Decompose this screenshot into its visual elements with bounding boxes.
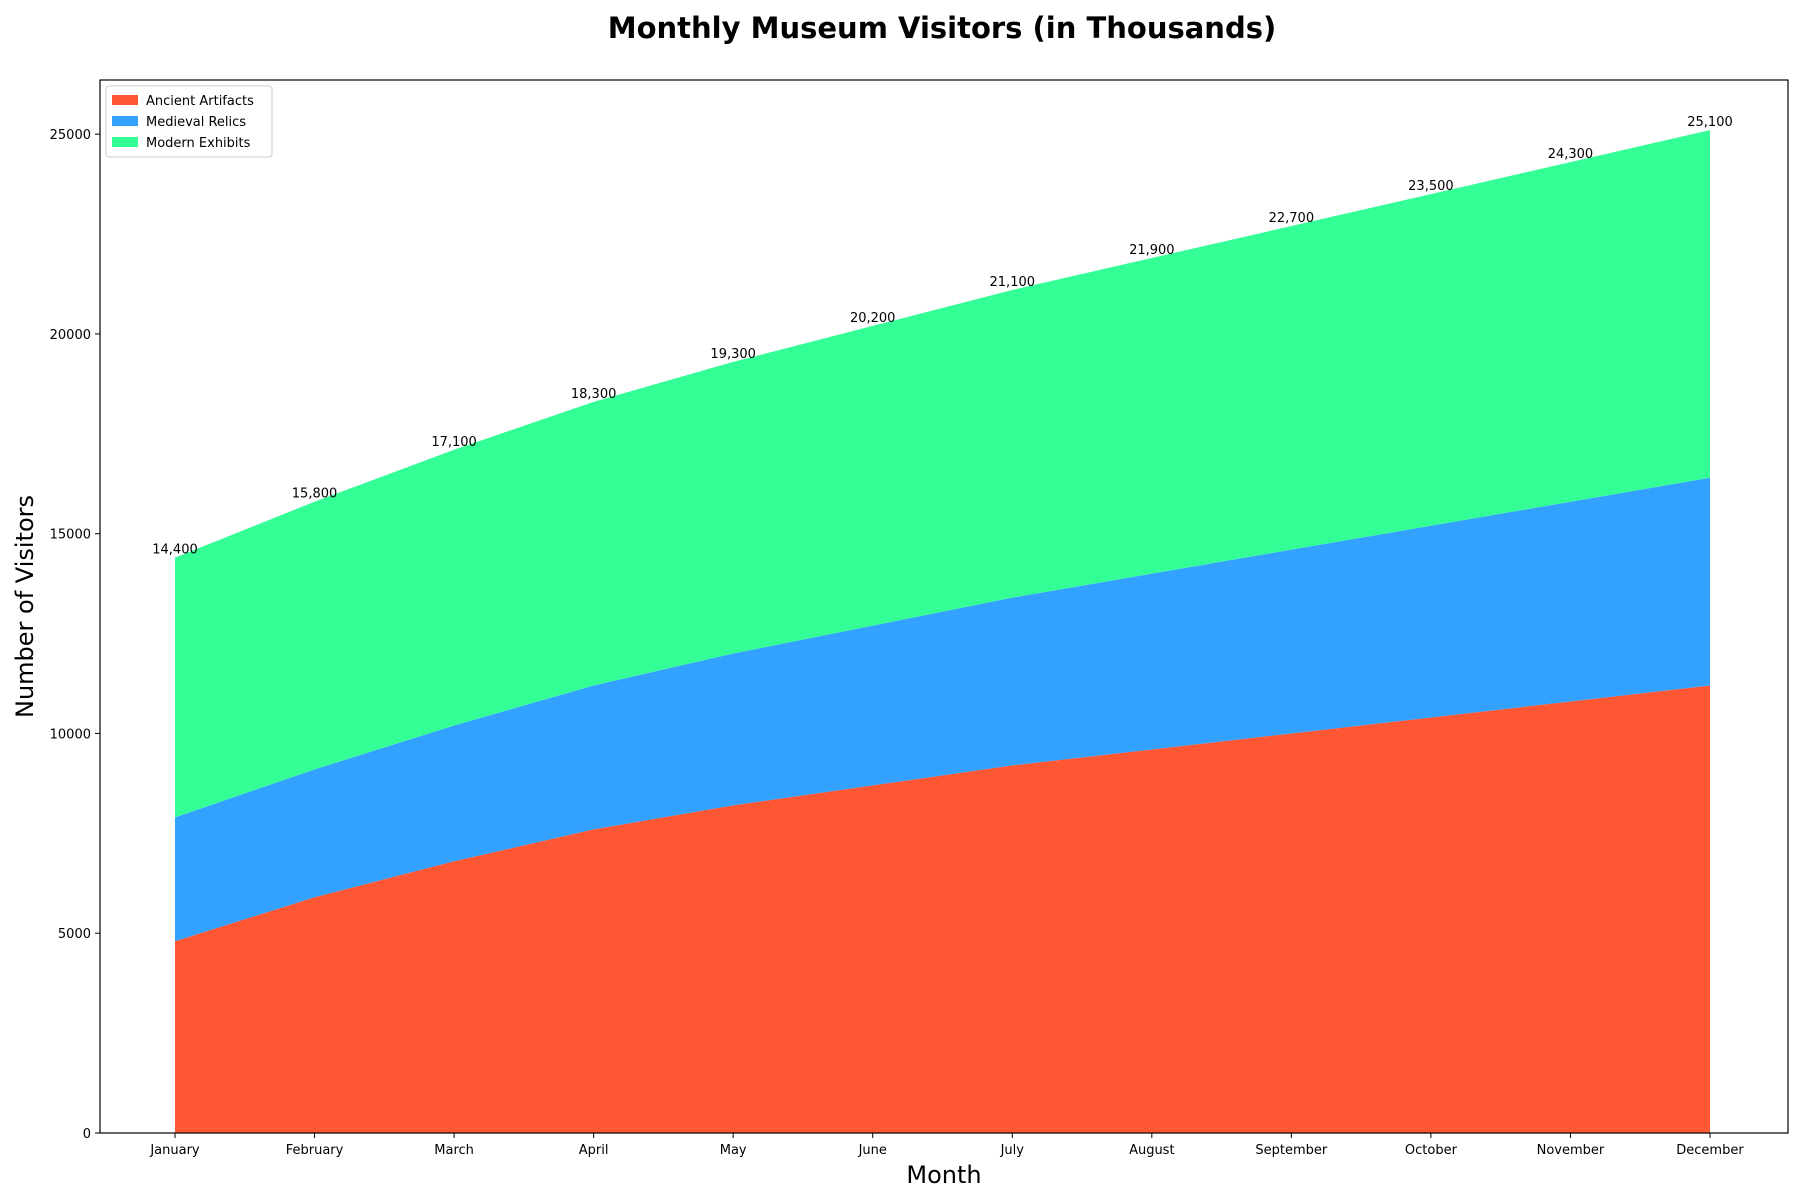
area-series-group bbox=[175, 130, 1710, 1133]
legend-label-modern-exhibits: Modern Exhibits bbox=[146, 136, 251, 151]
total-label: 22,700 bbox=[1269, 211, 1315, 226]
x-tick-label: June bbox=[858, 1143, 887, 1158]
x-tick-label: April bbox=[579, 1143, 609, 1158]
area-modern-exhibits bbox=[175, 130, 1710, 818]
x-tick-label: January bbox=[149, 1143, 200, 1158]
x-axis-title: Month bbox=[906, 1161, 981, 1189]
chart-title: Monthly Museum Visitors (in Thousands) bbox=[608, 11, 1276, 45]
y-tick-label: 10000 bbox=[50, 727, 91, 742]
legend: Ancient Artifacts Medieval Relics Modern E… bbox=[105, 85, 273, 158]
total-label: 17,100 bbox=[431, 435, 477, 450]
x-tick-label: September bbox=[1255, 1143, 1328, 1158]
x-tick-label: March bbox=[434, 1143, 474, 1158]
legend-label-ancient-artifacts: Ancient Artifacts bbox=[146, 94, 254, 109]
legend-box bbox=[105, 85, 273, 158]
total-label: 24,300 bbox=[1548, 147, 1594, 162]
y-tick-label: 25000 bbox=[50, 128, 91, 143]
total-label: 15,800 bbox=[292, 487, 338, 502]
total-label: 21,100 bbox=[990, 275, 1036, 290]
total-label: 21,900 bbox=[1129, 243, 1175, 258]
y-tick-label: 0 bbox=[83, 1127, 91, 1142]
legend-swatch-medieval-relics bbox=[112, 116, 138, 126]
x-tick-label: December bbox=[1676, 1143, 1744, 1158]
legend-label-medieval-relics: Medieval Relics bbox=[146, 115, 246, 130]
x-tick-label: October bbox=[1405, 1143, 1458, 1158]
x-tick-label: August bbox=[1129, 1143, 1175, 1158]
x-tick-label: February bbox=[286, 1143, 344, 1158]
y-tick-label: 15000 bbox=[50, 528, 91, 543]
total-labels: 14,400 15,800 17,100 18,300 19,300 20,200 21,1… bbox=[152, 115, 1733, 558]
legend-swatch-modern-exhibits bbox=[112, 137, 138, 147]
area-ancient-artifacts bbox=[175, 685, 1710, 1133]
area-medieval-relics bbox=[175, 477, 1710, 942]
x-tick-label: July bbox=[1000, 1143, 1025, 1158]
total-label: 18,300 bbox=[571, 387, 617, 402]
x-tick-label: May bbox=[720, 1143, 747, 1158]
axis-ticks: January February March April May June July Augu… bbox=[50, 128, 1745, 1158]
y-tick-label: 20000 bbox=[50, 328, 91, 343]
x-tick-label: November bbox=[1537, 1143, 1605, 1158]
total-label: 23,500 bbox=[1408, 179, 1454, 194]
y-axis-title: Number of Visitors bbox=[11, 495, 39, 718]
y-tick-label: 5000 bbox=[58, 927, 91, 942]
total-label: 14,400 bbox=[152, 543, 198, 558]
legend-swatch-ancient-artifacts bbox=[112, 95, 138, 105]
total-label: 19,300 bbox=[710, 347, 756, 362]
total-label: 25,100 bbox=[1687, 115, 1733, 130]
total-label: 20,200 bbox=[850, 311, 896, 326]
plot-frame bbox=[99, 79, 1789, 1134]
